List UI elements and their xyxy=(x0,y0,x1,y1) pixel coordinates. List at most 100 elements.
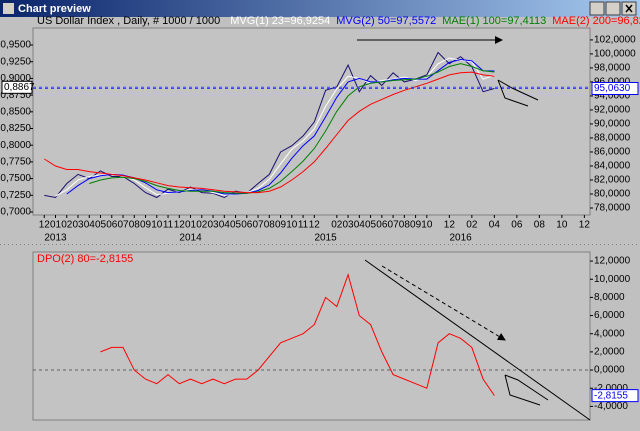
y-tick-label: 88,0000 xyxy=(594,133,631,144)
x-tick-label: 12 xyxy=(444,220,456,231)
year-label: 2014 xyxy=(179,233,202,244)
legend-entry: MAE(1) 100=97,4113 xyxy=(442,15,546,27)
chart-title: DPO(2) 80=-2,8155 xyxy=(37,253,133,265)
x-tick-label: 06 xyxy=(106,220,118,231)
marker-label: 95,0630 xyxy=(594,83,631,94)
y-tick-label: 80,0000 xyxy=(594,189,631,200)
x-tick-label: 11 xyxy=(163,220,174,231)
x-tick-label: 12 xyxy=(39,220,51,231)
y-tick-label: 0,7750 xyxy=(0,157,31,168)
trend-lines xyxy=(497,79,539,107)
chart-title: US Dollar Index , Daily, # 1000 / 1000 xyxy=(37,15,220,27)
x-tick-label: 08 xyxy=(264,220,276,231)
y-tick-label: 8,0000 xyxy=(594,292,625,303)
maximize-button[interactable] xyxy=(605,1,621,16)
y-tick-label: 0,8250 xyxy=(0,123,31,134)
series-line xyxy=(100,273,495,396)
x-tick-label: 05 xyxy=(230,220,242,231)
plot-area xyxy=(32,27,591,216)
trend-arrow xyxy=(381,265,506,341)
y-tick-label: 102,0000 xyxy=(594,35,636,46)
y-tick-label: 98,0000 xyxy=(594,63,631,74)
year-label: 2015 xyxy=(314,233,337,244)
marker-box xyxy=(591,81,639,95)
x-tick-label: 10 xyxy=(556,220,568,231)
x-tick-label: 04 xyxy=(354,220,366,231)
x-tick-label: 02 xyxy=(331,220,343,231)
y-tick-label: 86,0000 xyxy=(594,147,631,158)
marker-box xyxy=(591,389,639,403)
y-tick-label: 84,0000 xyxy=(594,161,631,172)
y-tick-label: 2,0000 xyxy=(594,347,625,358)
x-tick-label: 04 xyxy=(489,220,501,231)
series-line xyxy=(44,71,495,194)
trend-lines xyxy=(504,374,549,406)
y-tick-label: 92,0000 xyxy=(594,105,631,116)
x-tick-label: 12 xyxy=(174,220,186,231)
y-tick-label: 0,0000 xyxy=(594,365,625,376)
y-tick-label: 12,0000 xyxy=(594,256,631,267)
x-tick-label: 07 xyxy=(388,220,400,231)
x-tick-label: 07 xyxy=(117,220,129,231)
year-label: 2013 xyxy=(44,233,67,244)
y-tick-label: 82,0000 xyxy=(594,175,631,186)
y-tick-label: 0,8500 xyxy=(0,106,31,117)
title-bar xyxy=(0,0,640,17)
marker-label: -2,8155 xyxy=(594,390,628,401)
x-tick-label: 09 xyxy=(140,220,152,231)
y-tick-label: 0,7500 xyxy=(0,173,31,184)
y-tick-label: 90,0000 xyxy=(594,119,631,130)
panel-splitter[interactable] xyxy=(0,242,640,248)
legend-entry: MVG(2) 50=97,5572 xyxy=(336,15,436,27)
y-tick-label: 4,0000 xyxy=(594,328,625,339)
y-tick-label: -2,0000 xyxy=(594,383,628,394)
y-tick-label: 0,9000 xyxy=(0,73,31,84)
window-title: Chart preview xyxy=(18,3,91,15)
marker-label: 0,8867 xyxy=(4,82,35,93)
x-tick-label: 05 xyxy=(95,220,107,231)
x-tick-label: 03 xyxy=(207,220,219,231)
x-tick-label: 03 xyxy=(72,220,84,231)
y-tick-label: 94,0000 xyxy=(594,91,631,102)
y-tick-label: 0,8000 xyxy=(0,140,31,151)
year-label: 2016 xyxy=(449,233,472,244)
x-tick-label: 01 xyxy=(50,220,62,231)
y-tick-label: 0,7250 xyxy=(0,190,31,201)
x-tick-label: 02 xyxy=(61,220,73,231)
x-tick-label: 10 xyxy=(151,220,163,231)
y-tick-label: -4,0000 xyxy=(594,401,628,412)
y-tick-label: 0,9500 xyxy=(0,40,31,51)
x-tick-label: 06 xyxy=(241,220,253,231)
y-tick-label: 100,0000 xyxy=(594,49,636,60)
y-tick-label: 78,0000 xyxy=(594,203,631,214)
legend-entry: MAE(2) 200=96,8220 xyxy=(552,15,640,27)
y-tick-label: 10,0000 xyxy=(594,274,631,285)
x-tick-label: 10 xyxy=(286,220,298,231)
x-tick-label: 11 xyxy=(298,220,309,231)
x-tick-label: 06 xyxy=(376,220,388,231)
x-tick-label: 06 xyxy=(511,220,523,231)
window-buttons[interactable] xyxy=(589,1,637,16)
y-tick-label: 0,7000 xyxy=(0,207,31,218)
window-icon xyxy=(3,3,14,14)
annotations xyxy=(357,36,591,421)
x-tick-label: 08 xyxy=(399,220,411,231)
marker-box xyxy=(1,80,33,94)
series-line xyxy=(89,63,495,194)
x-tick-label: 02 xyxy=(466,220,478,231)
x-tick-label: 12 xyxy=(309,220,321,231)
x-tick-label: 09 xyxy=(275,220,287,231)
x-tick-label: 04 xyxy=(219,220,231,231)
x-tick-label: 02 xyxy=(196,220,208,231)
legend-entry: MVG(1) 23=96,9254 xyxy=(230,15,330,27)
x-tick-label: 01 xyxy=(185,220,197,231)
x-tick-label: 03 xyxy=(343,220,355,231)
y-tick-label: 0,8750 xyxy=(0,90,31,101)
trend-line xyxy=(364,259,591,421)
x-tick-label: 10 xyxy=(421,220,433,231)
x-tick-label: 07 xyxy=(252,220,264,231)
minimize-button[interactable] xyxy=(589,1,605,16)
x-tick-label: 05 xyxy=(365,220,377,231)
x-tick-label: 08 xyxy=(534,220,546,231)
